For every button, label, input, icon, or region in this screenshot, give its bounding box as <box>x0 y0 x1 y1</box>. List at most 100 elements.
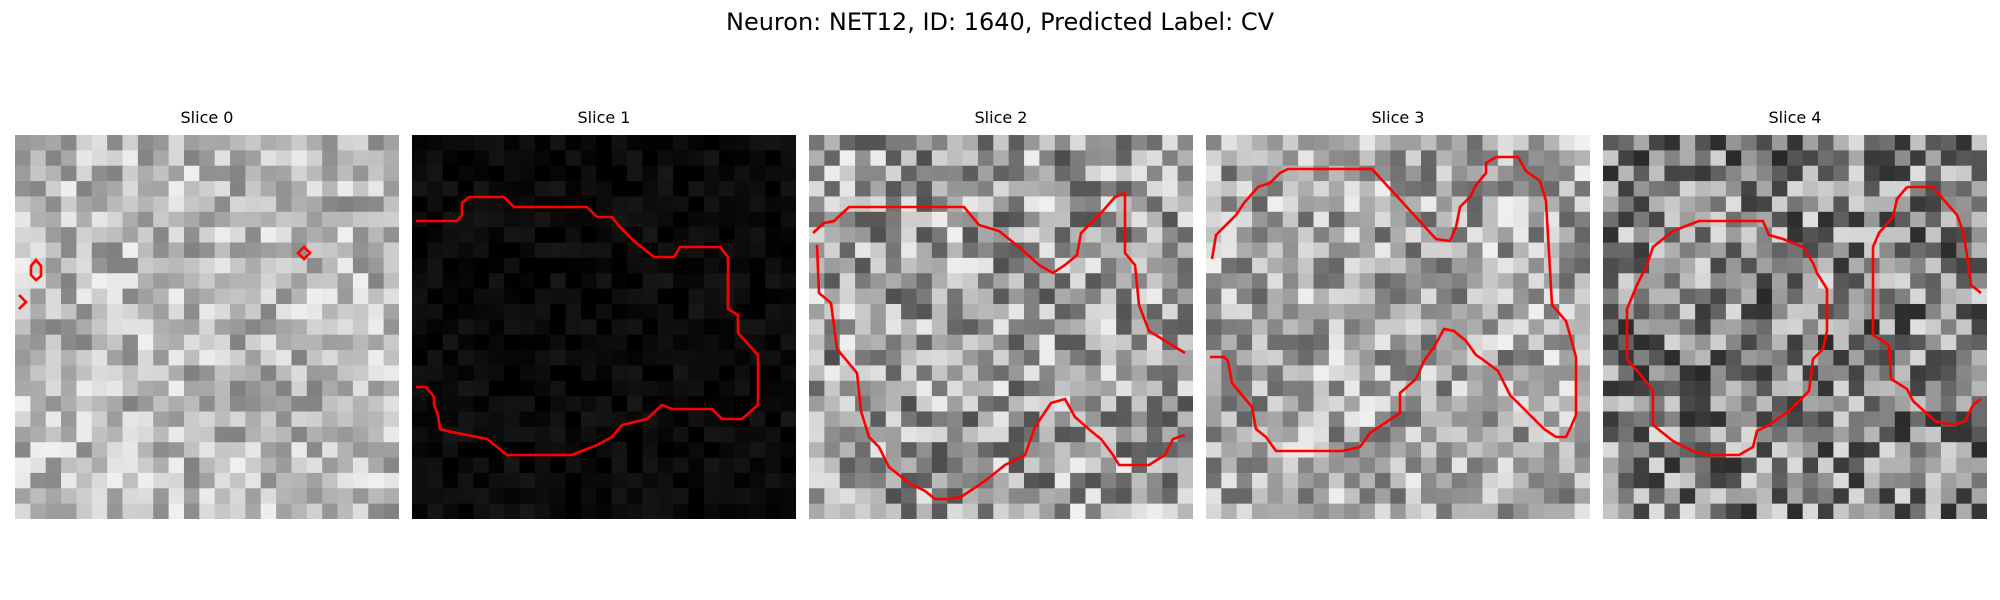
pixel <box>1436 273 1453 290</box>
pixel <box>627 165 643 182</box>
pixel <box>199 503 216 519</box>
pixel <box>199 181 216 198</box>
pixel <box>153 472 170 489</box>
pixel <box>839 181 856 198</box>
pixel <box>504 396 521 413</box>
pixel <box>1162 196 1179 213</box>
pixel <box>1206 303 1222 320</box>
pixel <box>1008 227 1025 244</box>
pixel <box>352 334 369 351</box>
pixel <box>1039 350 1056 366</box>
pixel <box>291 396 308 413</box>
pixel <box>1328 196 1345 213</box>
pixel <box>337 303 354 320</box>
pixel <box>1633 488 1650 505</box>
pixel <box>1528 411 1545 428</box>
pixel <box>91 288 108 305</box>
pixel <box>1848 426 1865 443</box>
pixel <box>719 380 736 397</box>
pixel <box>1910 334 1927 351</box>
pixel <box>337 334 354 351</box>
pixel <box>61 365 78 382</box>
pixel <box>1206 334 1222 351</box>
pixel <box>1543 135 1560 151</box>
pixel <box>1633 319 1650 336</box>
pixel <box>1100 380 1117 397</box>
pixel <box>291 426 308 443</box>
pixel <box>1116 442 1133 459</box>
pixel <box>1603 503 1619 519</box>
pixel <box>442 334 459 351</box>
pixel <box>1543 242 1560 259</box>
pixel <box>703 165 720 182</box>
pixel <box>306 242 323 259</box>
pixel <box>1756 365 1773 382</box>
pixel <box>947 334 964 351</box>
pixel <box>337 257 354 274</box>
pixel <box>1313 457 1330 474</box>
pixel <box>368 273 385 290</box>
pixel <box>1267 426 1284 443</box>
pixel <box>565 472 582 489</box>
pixel <box>1131 380 1148 397</box>
pixel <box>306 442 323 459</box>
pixel <box>611 227 628 244</box>
pixel <box>107 135 124 151</box>
pixel <box>1679 472 1696 489</box>
pixel <box>442 165 459 182</box>
pixel <box>749 165 766 182</box>
pixel <box>1252 242 1269 259</box>
pixel <box>1236 181 1253 198</box>
pixel <box>1787 442 1804 459</box>
pixel <box>596 488 613 505</box>
pixel <box>1679 288 1696 305</box>
pixel <box>1390 211 1407 228</box>
pixel <box>199 227 216 244</box>
pixel <box>580 503 597 519</box>
pixel <box>534 135 551 151</box>
pixel <box>916 227 933 244</box>
pixel <box>15 181 31 198</box>
pixel <box>1359 227 1376 244</box>
pixel <box>1879 257 1896 274</box>
pixel <box>1910 181 1927 198</box>
pixel <box>1328 350 1345 366</box>
pixel <box>1282 181 1299 198</box>
pixel <box>749 227 766 244</box>
pixel <box>673 457 690 474</box>
pixel <box>1618 165 1635 182</box>
pixel <box>15 503 31 519</box>
pixel <box>1054 135 1071 151</box>
pixel <box>137 165 154 182</box>
pixel <box>504 334 521 351</box>
pixel <box>1085 503 1102 519</box>
pixel <box>352 426 369 443</box>
pixel <box>1421 380 1437 397</box>
pixel <box>1894 242 1911 259</box>
pixel <box>688 303 705 320</box>
pixel <box>703 411 720 428</box>
pixel <box>1649 196 1666 213</box>
pixel <box>442 488 459 505</box>
pixel <box>412 196 428 213</box>
pixel <box>458 135 475 151</box>
pixel <box>168 242 185 259</box>
pixel <box>183 503 200 519</box>
pixel <box>855 150 872 167</box>
pixel <box>291 365 308 382</box>
pixel <box>1559 257 1576 274</box>
pixel <box>1756 350 1773 366</box>
pixel <box>1664 488 1681 505</box>
pixel <box>1956 135 1973 151</box>
pixel <box>1633 396 1650 413</box>
pixel <box>688 150 705 167</box>
pixel <box>1085 135 1102 151</box>
pixel <box>1802 288 1819 305</box>
pixel <box>977 165 994 182</box>
pixel <box>1818 150 1834 167</box>
pixel <box>734 442 751 459</box>
pixel <box>1162 396 1179 413</box>
pixel <box>368 411 385 428</box>
pixel <box>642 211 659 228</box>
pixel <box>1894 211 1911 228</box>
